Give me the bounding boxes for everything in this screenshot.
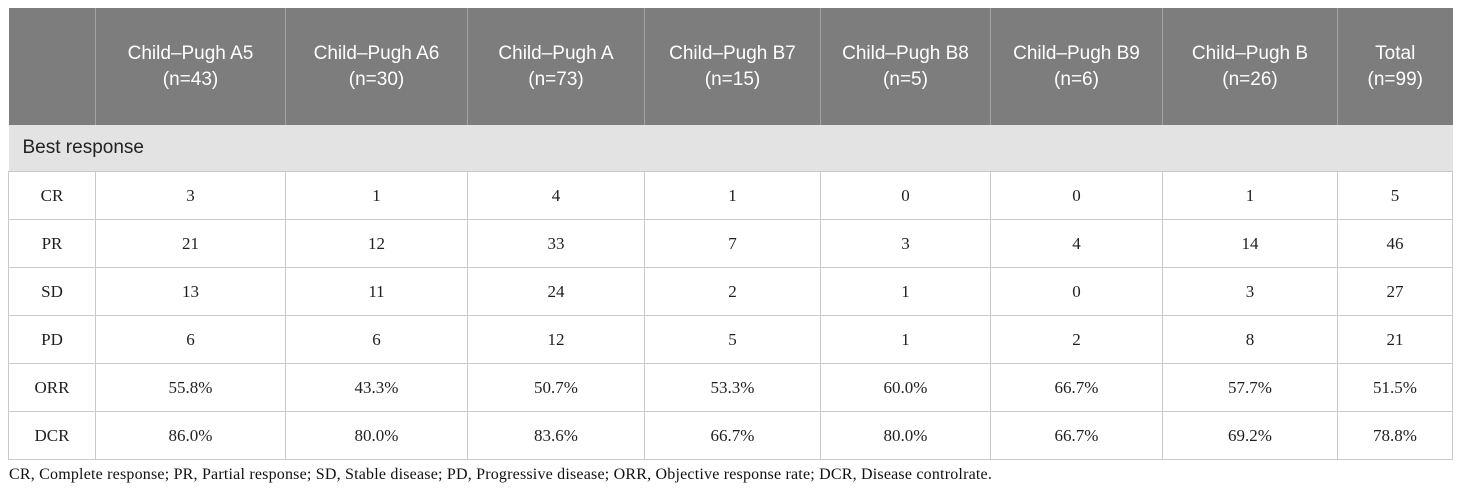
table-cell: 69.2% [1162,411,1338,460]
column-header: Child–Pugh A6 (n=30) [285,8,468,125]
table-cell: 1 [1162,171,1338,220]
row-label: ORR [8,363,96,412]
column-header: Child–Pugh A5 (n=43) [95,8,286,125]
row-label: PD [8,315,96,364]
table-cell: 5 [1337,171,1453,220]
table-cell: 66.7% [644,411,821,460]
table-cell: 53.3% [644,363,821,412]
table-row: PR 21 12 33 7 3 4 14 46 [8,219,1453,268]
column-header: Child–Pugh A (n=73) [467,8,645,125]
table-row: DCR 86.0% 80.0% 83.6% 66.7% 80.0% 66.7% 69.2% 78… [8,411,1453,460]
table-cell: 43.3% [285,363,468,412]
table-cell: 8 [1162,315,1338,364]
corner-cell [8,8,96,125]
table-cell: 66.7% [990,411,1163,460]
table-cell: 3 [1162,267,1338,316]
column-header: Child–Pugh B (n=26) [1162,8,1338,125]
table-cell: 0 [820,171,991,220]
table-cell: 13 [95,267,286,316]
section-row: Best response [8,125,1453,172]
table-cell: 57.7% [1162,363,1338,412]
table-cell: 3 [95,171,286,220]
header-row: Child–Pugh A5 (n=43) Child–Pugh A6 (n=30)… [8,8,1453,125]
table-cell: 3 [820,219,991,268]
table-cell: 51.5% [1337,363,1453,412]
table-cell: 2 [644,267,821,316]
table-cell: 6 [285,315,468,364]
table-cell: 14 [1162,219,1338,268]
row-label: SD [8,267,96,316]
table-cell: 21 [1337,315,1453,364]
table-cell: 46 [1337,219,1453,268]
table-row: CR 3 1 4 1 0 0 1 5 [8,171,1453,220]
table-cell: 4 [990,219,1163,268]
table-cell: 27 [1337,267,1453,316]
table-cell: 55.8% [95,363,286,412]
table-cell: 2 [990,315,1163,364]
table-body: Best response CR 3 1 4 1 0 0 1 5 PR 21 12 33 7 3 4 14 46 S… [8,125,1453,460]
table-cell: 50.7% [467,363,645,412]
table-cell: 6 [95,315,286,364]
row-label: CR [8,171,96,220]
row-label: PR [8,219,96,268]
best-response-table: Child–Pugh A5 (n=43) Child–Pugh A6 (n=30)… [8,8,1453,460]
table-header: Child–Pugh A5 (n=43) Child–Pugh A6 (n=30)… [8,8,1453,125]
table-cell: 83.6% [467,411,645,460]
table-row: ORR 55.8% 43.3% 50.7% 53.3% 60.0% 66.7% 57.7% 51… [8,363,1453,412]
table-cell: 21 [95,219,286,268]
table-cell: 11 [285,267,468,316]
table-cell: 4 [467,171,645,220]
table-cell: 78.8% [1337,411,1453,460]
column-header: Child–Pugh B7 (n=15) [644,8,821,125]
table-cell: 24 [467,267,645,316]
table-cell: 12 [285,219,468,268]
table-cell: 0 [990,267,1163,316]
footnote: CR, Complete response; PR, Partial respo… [9,466,993,483]
column-header: Child–Pugh B9 (n=6) [990,8,1163,125]
table-cell: 1 [820,267,991,316]
table-cell: 12 [467,315,645,364]
column-header: Total (n=99) [1337,8,1453,125]
table-cell: 33 [467,219,645,268]
table-cell: 80.0% [820,411,991,460]
table-cell: 60.0% [820,363,991,412]
table-cell: 1 [285,171,468,220]
table-row: PD 6 6 12 5 1 2 8 21 [8,315,1453,364]
row-label: DCR [8,411,96,460]
table-cell: 1 [820,315,991,364]
table-cell: 80.0% [285,411,468,460]
table-cell: 1 [644,171,821,220]
table-cell: 66.7% [990,363,1163,412]
table-cell: 0 [990,171,1163,220]
table-cell: 5 [644,315,821,364]
table-cell: 86.0% [95,411,286,460]
section-header: Best response [8,125,1453,172]
table-row: SD 13 11 24 2 1 0 3 27 [8,267,1453,316]
table-cell: 7 [644,219,821,268]
column-header: Child–Pugh B8 (n=5) [820,8,991,125]
